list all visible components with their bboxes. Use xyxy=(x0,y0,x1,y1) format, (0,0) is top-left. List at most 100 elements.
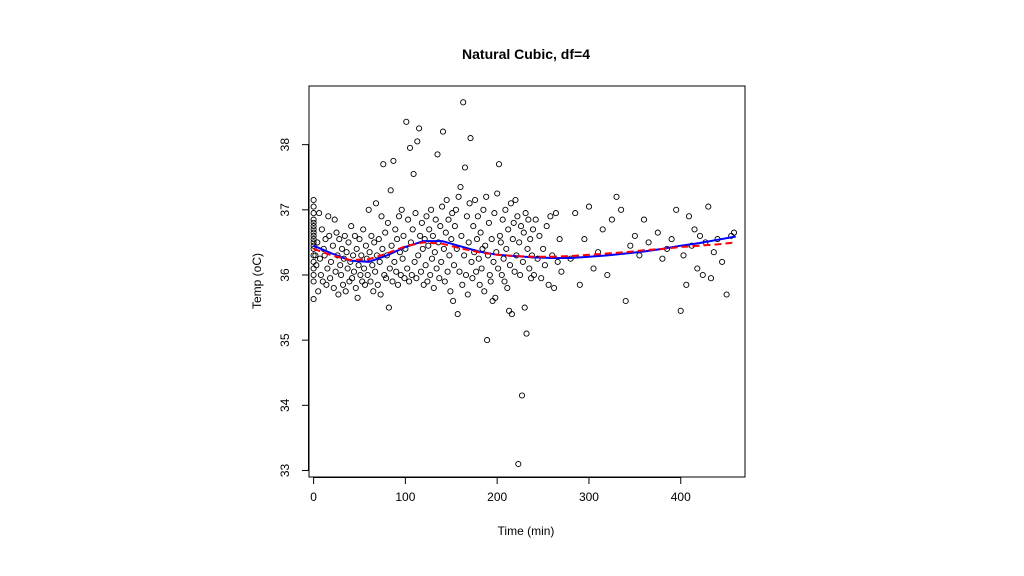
data-point xyxy=(406,278,413,285)
red-dashed-fit-line xyxy=(313,241,736,261)
data-point xyxy=(332,268,339,275)
data-point xyxy=(341,232,348,239)
y-tick-label: 35 xyxy=(278,333,292,347)
data-point xyxy=(400,232,407,239)
data-point xyxy=(645,239,652,246)
data-point xyxy=(599,226,606,233)
data-point xyxy=(668,236,675,243)
x-tick-label: 0 xyxy=(310,490,317,504)
data-point xyxy=(517,223,525,230)
y-axis-label: Temp (oC) xyxy=(250,253,264,309)
data-point xyxy=(694,265,701,272)
data-point xyxy=(322,236,329,243)
data-point xyxy=(680,252,687,259)
data-point xyxy=(556,236,563,243)
data-point xyxy=(495,265,502,272)
data-point xyxy=(482,242,489,249)
data-point xyxy=(466,200,473,207)
data-point xyxy=(699,271,706,279)
y-tick-label: 34 xyxy=(278,398,292,412)
data-point xyxy=(520,229,527,236)
data-point xyxy=(551,284,558,292)
data-point xyxy=(380,161,387,168)
data-point xyxy=(491,210,498,217)
data-point xyxy=(450,262,458,269)
data-point xyxy=(392,226,399,233)
data-point xyxy=(483,193,490,200)
data-point xyxy=(532,216,539,223)
data-point xyxy=(382,229,389,236)
data-point xyxy=(374,281,381,288)
data-point xyxy=(448,236,455,243)
y-tick-label: 33 xyxy=(278,463,292,477)
data-point xyxy=(350,252,357,259)
data-point xyxy=(403,118,410,125)
data-point xyxy=(361,265,368,272)
data-point xyxy=(608,216,615,223)
data-point xyxy=(487,278,494,285)
data-point xyxy=(496,232,503,239)
data-point xyxy=(404,265,411,272)
data-point xyxy=(486,271,493,279)
data-point xyxy=(325,213,332,220)
data-point xyxy=(459,281,466,288)
data-point xyxy=(436,275,443,282)
data-point xyxy=(388,242,395,249)
data-point xyxy=(554,258,561,265)
data-point xyxy=(337,262,344,269)
data-point xyxy=(474,213,481,220)
data-point xyxy=(417,232,424,239)
data-point xyxy=(395,213,403,220)
data-point xyxy=(512,196,519,204)
data-point xyxy=(538,275,545,282)
data-point xyxy=(446,252,453,259)
data-point xyxy=(505,226,512,233)
data-point xyxy=(413,275,420,282)
data-point xyxy=(455,193,462,200)
data-point xyxy=(430,284,437,292)
y-tick-label: 36 xyxy=(278,268,292,282)
data-point xyxy=(504,284,511,292)
x-tick-label: 100 xyxy=(395,490,415,504)
data-point xyxy=(418,219,425,226)
x-tick-label: 300 xyxy=(579,490,599,504)
data-point xyxy=(310,242,317,249)
data-point xyxy=(338,245,346,252)
data-point xyxy=(514,213,521,220)
data-point xyxy=(357,271,364,279)
data-point xyxy=(428,206,435,213)
data-point xyxy=(495,161,503,168)
data-point xyxy=(342,288,349,295)
data-point xyxy=(415,252,422,259)
data-point xyxy=(506,262,514,269)
data-point xyxy=(457,183,464,191)
data-point xyxy=(450,297,457,305)
data-point xyxy=(464,291,471,298)
data-point xyxy=(705,203,712,210)
data-point xyxy=(326,232,333,239)
data-point xyxy=(509,236,516,243)
data-point xyxy=(349,275,356,282)
data-point xyxy=(451,223,458,230)
data-point xyxy=(348,223,355,230)
data-point xyxy=(524,245,531,252)
data-point xyxy=(432,216,439,223)
data-point xyxy=(327,258,335,265)
data-point xyxy=(683,281,690,288)
data-point xyxy=(498,271,505,279)
data-point xyxy=(449,210,456,217)
data-point xyxy=(710,249,717,256)
fit-lines xyxy=(313,235,736,263)
data-point xyxy=(350,268,358,275)
data-point xyxy=(439,128,447,135)
data-point xyxy=(510,219,517,226)
data-point xyxy=(472,196,479,204)
data-point xyxy=(355,262,362,269)
data-point xyxy=(476,281,483,288)
data-point xyxy=(310,219,317,226)
data-point xyxy=(362,242,369,249)
data-point xyxy=(431,249,438,256)
data-point xyxy=(310,226,317,233)
data-point xyxy=(541,262,548,269)
data-point xyxy=(552,210,559,217)
